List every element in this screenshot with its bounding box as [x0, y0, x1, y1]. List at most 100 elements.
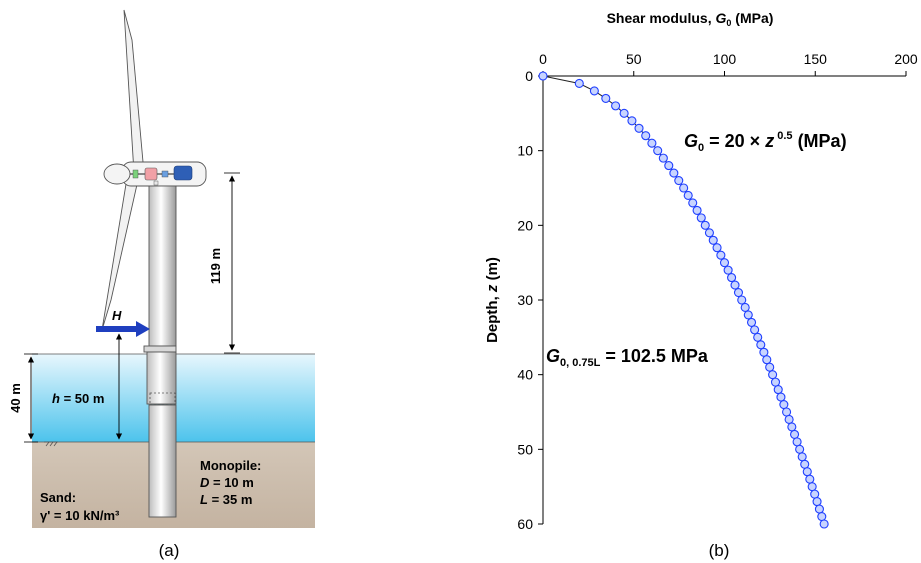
data-points — [538, 71, 829, 529]
data-point — [800, 459, 810, 469]
data-point — [819, 519, 829, 529]
data-point — [790, 429, 800, 439]
data-point — [792, 437, 802, 447]
data-point — [634, 123, 644, 133]
data-point — [797, 452, 807, 462]
data-point — [692, 205, 702, 215]
data-point — [746, 317, 757, 327]
monopile-length: L = 35 m — [200, 492, 252, 507]
data-point — [589, 86, 599, 96]
data-point — [653, 146, 663, 156]
data-point — [688, 198, 698, 208]
data-point — [805, 474, 815, 484]
data-point — [782, 407, 792, 417]
monopile-title: Monopile: — [200, 458, 261, 473]
tower — [148, 185, 177, 347]
data-point — [756, 340, 766, 350]
data-point — [776, 392, 786, 402]
y-tick-label: 50 — [517, 441, 533, 457]
data-point — [787, 422, 797, 432]
water-depth-label: 40 m — [8, 383, 23, 413]
y-tick-label: 30 — [517, 292, 533, 308]
average-modulus-annotation: G0, 0.75L = 102.5 MPa — [546, 346, 709, 369]
x-tick-label: 50 — [626, 51, 642, 67]
x-axis-title: Shear modulus, G0 (MPa) — [607, 10, 774, 28]
rotor-hub — [103, 163, 131, 185]
data-point — [795, 444, 805, 454]
data-point — [768, 370, 778, 380]
data-point — [802, 467, 812, 477]
transition-section — [146, 351, 177, 405]
data-point — [773, 385, 783, 395]
data-point — [611, 101, 621, 111]
y-axis-title: Depth, z (m) — [484, 257, 501, 343]
y-tick-label: 0 — [525, 68, 533, 84]
x-ticks: 0 50 100 150 200 — [539, 51, 918, 76]
data-point — [658, 153, 668, 163]
load-label: H — [112, 308, 122, 323]
data-point — [765, 362, 775, 372]
yaw-gear — [153, 180, 159, 186]
data-point — [704, 228, 714, 238]
data-point — [601, 93, 611, 103]
data-point — [810, 489, 820, 499]
data-point — [730, 280, 740, 290]
data-point — [740, 302, 750, 313]
data-point — [669, 168, 679, 178]
x-tick-label: 150 — [804, 51, 828, 67]
tower-height-label: 119 m — [208, 248, 223, 284]
data-point — [641, 131, 651, 141]
data-point — [719, 258, 730, 268]
data-point — [712, 243, 722, 253]
data-point — [750, 325, 760, 335]
caption-b: (b) — [709, 541, 730, 560]
data-point — [683, 190, 693, 201]
sand-unit-weight: γ' = 10 kN/m³ — [40, 508, 120, 523]
data-point — [619, 108, 629, 118]
load-height-label: h = 50 m — [52, 391, 104, 406]
data-point — [812, 497, 822, 507]
data-point — [737, 295, 747, 305]
panel-b-shear-modulus-chart: 0 50 100 150 200 0 10 20 30 40 50 60 Shear modulus… — [484, 10, 918, 560]
data-point — [627, 116, 637, 126]
data-point — [679, 183, 689, 193]
data-point — [647, 138, 657, 148]
data-point — [708, 235, 718, 245]
data-point — [700, 220, 710, 230]
data-point — [696, 213, 706, 223]
x-tick-label: 100 — [713, 51, 737, 67]
load-arrow-head — [136, 321, 150, 337]
y-tick-label: 40 — [517, 367, 533, 383]
data-point — [538, 71, 548, 81]
y-tick-label: 10 — [517, 143, 533, 159]
equation-label: G0 = 20 × z 0.5 (MPa) — [684, 130, 847, 154]
y-ticks: 0 10 20 30 40 50 60 — [517, 68, 543, 532]
data-point — [784, 414, 794, 425]
turbine-blade-top — [123, 9, 145, 174]
monopile-diameter: D = 10 m — [200, 475, 254, 490]
data-point — [759, 347, 769, 357]
data-point — [733, 287, 744, 298]
panel-a-wind-turbine-diagram: 119 m H h = 50 m 40 m Monopile: D = 10 m… — [8, 9, 315, 560]
sand-title: Sand: — [40, 490, 76, 505]
gearbox — [144, 167, 158, 181]
data-point — [814, 504, 824, 514]
bearing — [132, 169, 139, 179]
transition-piece — [143, 345, 177, 353]
y-tick-label: 60 — [517, 516, 533, 532]
data-point — [779, 399, 789, 410]
data-point — [770, 377, 781, 387]
y-tick-label: 20 — [517, 217, 533, 233]
data-point — [753, 332, 763, 342]
x-tick-label: 200 — [894, 51, 918, 67]
monopile — [148, 404, 177, 518]
data-point — [664, 161, 674, 171]
data-point — [674, 175, 684, 186]
caption-a: (a) — [159, 541, 180, 560]
data-point — [807, 482, 817, 492]
generator — [173, 165, 193, 181]
data-point — [817, 511, 827, 522]
data-point — [574, 78, 584, 89]
data-point — [762, 355, 772, 365]
